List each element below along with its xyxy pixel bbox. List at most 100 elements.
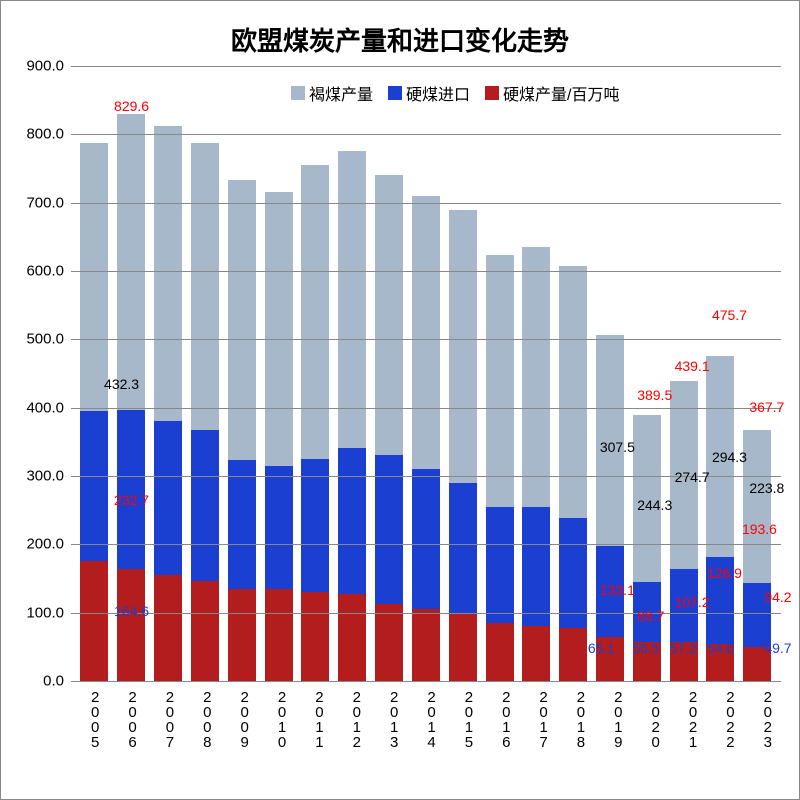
bar-hard-coal-prod bbox=[375, 604, 403, 681]
x-tick-label: 2007 bbox=[161, 689, 178, 749]
y-tick-label: 400.0 bbox=[9, 399, 64, 416]
data-label: 439.1 bbox=[675, 358, 710, 374]
legend-box-import bbox=[388, 86, 402, 100]
y-tick-label: 0.0 bbox=[9, 673, 64, 690]
legend-item-prod: 硬煤产量/百万吨 bbox=[485, 81, 619, 105]
legend-item-lignite: 褐煤产量 bbox=[291, 81, 373, 105]
y-tick-label: 300.0 bbox=[9, 468, 64, 485]
x-tick-label: 2005 bbox=[87, 689, 104, 749]
data-label: 56.5 bbox=[632, 640, 659, 656]
y-tick-label: 600.0 bbox=[9, 263, 64, 280]
bar-group-2009 bbox=[228, 180, 256, 681]
data-label: 432.3 bbox=[104, 376, 139, 392]
x-tick-label: 2017 bbox=[535, 689, 552, 749]
bar-lignite-prod bbox=[375, 175, 403, 455]
bar-hard-coal-prod bbox=[412, 609, 440, 681]
legend-item-import: 硬煤进口 bbox=[388, 81, 470, 105]
bar-lignite-prod bbox=[449, 210, 477, 483]
x-tick-label: 2014 bbox=[423, 689, 440, 749]
x-tick-label: 2006 bbox=[124, 689, 141, 749]
data-label: 88.7 bbox=[637, 608, 664, 624]
bar-lignite-prod bbox=[559, 266, 587, 519]
bar-hard-coal-import bbox=[228, 460, 256, 588]
data-label: 829.6 bbox=[114, 98, 149, 114]
data-label: 107.2 bbox=[675, 594, 710, 610]
bar-hard-coal-import bbox=[265, 466, 293, 589]
data-label: 54.6 bbox=[707, 640, 734, 656]
legend-label: 硬煤进口 bbox=[406, 81, 470, 105]
legend-label: 褐煤产量 bbox=[309, 81, 373, 105]
bar-hard-coal-prod bbox=[522, 626, 550, 681]
bar-group-2010 bbox=[265, 192, 293, 681]
legend-label: 硬煤产量/百万吨 bbox=[503, 81, 619, 105]
x-tick-label: 2019 bbox=[610, 689, 627, 749]
data-label: 133.1 bbox=[600, 582, 635, 598]
data-label: 94.2 bbox=[764, 589, 791, 605]
bar-group-2008 bbox=[191, 143, 219, 681]
bar-group-2016 bbox=[486, 255, 514, 681]
x-tick-label: 2009 bbox=[236, 689, 253, 749]
bar-hard-coal-import bbox=[154, 421, 182, 575]
bar-hard-coal-prod bbox=[449, 613, 477, 681]
gridline bbox=[71, 544, 781, 545]
bar-hard-coal-import bbox=[412, 469, 440, 609]
data-label: 307.5 bbox=[600, 439, 635, 455]
data-label: 164.6 bbox=[114, 603, 149, 619]
bar-lignite-prod bbox=[191, 143, 219, 431]
bar-lignite-prod bbox=[154, 126, 182, 421]
gridline bbox=[71, 408, 781, 409]
x-tick-label: 2018 bbox=[572, 689, 589, 749]
bar-group-2021 bbox=[670, 381, 698, 681]
legend: 褐煤产量 硬煤进口 硬煤产量/百万吨 bbox=[291, 81, 619, 105]
gridline bbox=[71, 339, 781, 340]
bar-group-2013 bbox=[375, 175, 403, 681]
chart-title: 欧盟煤炭产量和进口变化走势 bbox=[1, 1, 799, 58]
bar-group-2012 bbox=[338, 151, 366, 681]
bar-hard-coal-import bbox=[301, 459, 329, 592]
gridline bbox=[71, 613, 781, 614]
bar-hard-coal-import bbox=[375, 455, 403, 604]
bar-hard-coal-prod bbox=[191, 581, 219, 681]
bar-lignite-prod bbox=[522, 247, 550, 507]
bar-group-2018 bbox=[559, 266, 587, 681]
bar-hard-coal-prod bbox=[80, 561, 108, 681]
bar-group-2019 bbox=[596, 335, 624, 681]
x-tick-label: 2020 bbox=[647, 689, 664, 749]
x-tick-label: 2015 bbox=[460, 689, 477, 749]
y-tick-label: 500.0 bbox=[9, 331, 64, 348]
x-tick-label: 2013 bbox=[386, 689, 403, 749]
y-tick-label: 900.0 bbox=[9, 58, 64, 75]
bar-lignite-prod bbox=[117, 114, 145, 409]
legend-box-prod bbox=[485, 86, 499, 100]
bar-hard-coal-import bbox=[80, 411, 108, 561]
gridline bbox=[71, 271, 781, 272]
data-label: 232.7 bbox=[114, 492, 149, 508]
bar-hard-coal-import bbox=[522, 507, 550, 627]
bar-hard-coal-prod bbox=[486, 623, 514, 681]
bar-group-2006 bbox=[117, 114, 145, 681]
data-label: 244.3 bbox=[637, 497, 672, 513]
bar-hard-coal-prod bbox=[228, 589, 256, 681]
gridline bbox=[71, 134, 781, 135]
bar-lignite-prod bbox=[265, 192, 293, 465]
bar-hard-coal-prod bbox=[301, 592, 329, 681]
bar-group-2022 bbox=[706, 356, 734, 681]
x-tick-label: 2010 bbox=[274, 689, 291, 749]
data-label: 389.5 bbox=[637, 387, 672, 403]
data-label: 57.2 bbox=[670, 640, 697, 656]
bar-group-2015 bbox=[449, 210, 477, 681]
bar-hard-coal-prod bbox=[117, 569, 145, 681]
data-label: 126.9 bbox=[707, 565, 742, 581]
bar-lignite-prod bbox=[301, 165, 329, 459]
bar-hard-coal-import bbox=[486, 507, 514, 623]
x-tick-label: 2022 bbox=[722, 689, 739, 749]
bar-lignite-prod bbox=[412, 196, 440, 469]
y-tick-label: 200.0 bbox=[9, 536, 64, 553]
x-tick-label: 2016 bbox=[498, 689, 515, 749]
bar-group-2007 bbox=[154, 126, 182, 681]
data-label: 294.3 bbox=[712, 449, 747, 465]
bar-hard-coal-import bbox=[449, 483, 477, 613]
legend-box-lignite bbox=[291, 86, 305, 100]
bar-hard-coal-prod bbox=[338, 594, 366, 681]
bar-hard-coal-prod bbox=[559, 628, 587, 681]
